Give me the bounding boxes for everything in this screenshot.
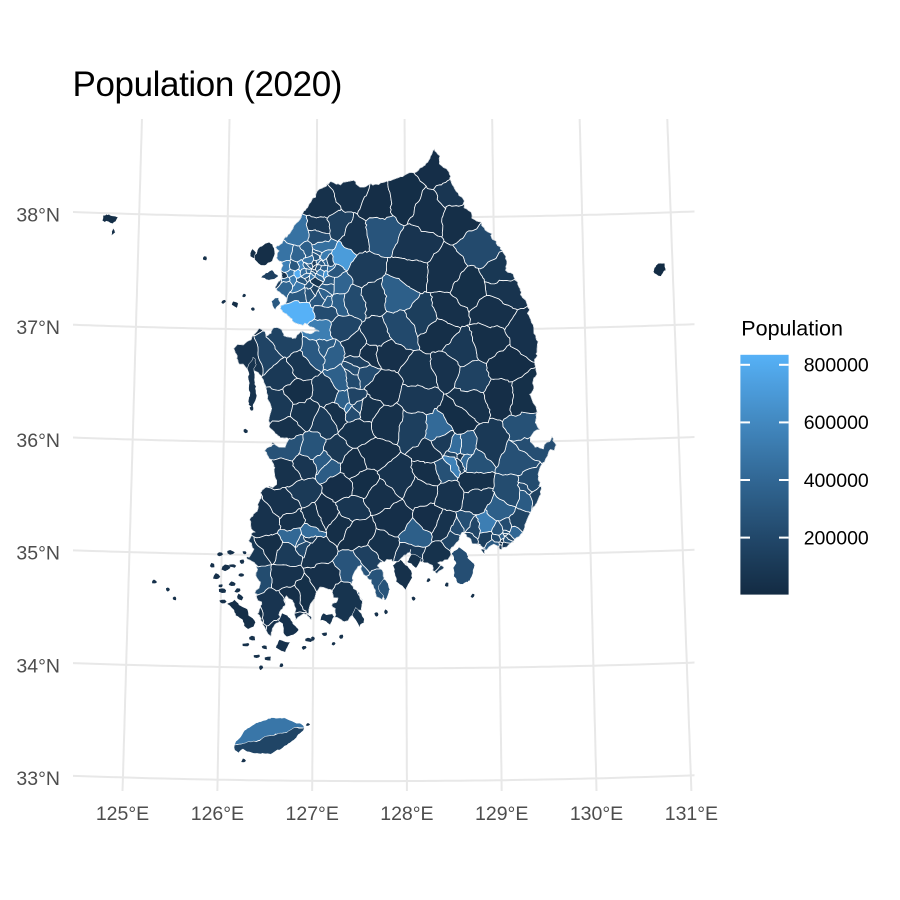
svg-text:Population: Population	[741, 317, 843, 341]
svg-text:35°N: 35°N	[16, 543, 60, 565]
svg-text:128°E: 128°E	[380, 803, 433, 825]
svg-text:131°E: 131°E	[665, 803, 718, 825]
svg-text:130°E: 130°E	[570, 803, 623, 825]
svg-text:600000: 600000	[804, 412, 869, 434]
svg-text:38°N: 38°N	[16, 204, 60, 226]
svg-text:34°N: 34°N	[16, 655, 60, 677]
svg-text:125°E: 125°E	[96, 803, 149, 825]
svg-text:800000: 800000	[804, 355, 869, 377]
svg-text:36°N: 36°N	[16, 430, 60, 452]
svg-text:129°E: 129°E	[475, 803, 528, 825]
svg-text:37°N: 37°N	[16, 317, 60, 339]
svg-text:200000: 200000	[804, 527, 869, 549]
svg-text:Population (2020): Population (2020)	[73, 65, 343, 104]
svg-text:126°E: 126°E	[191, 803, 244, 825]
svg-text:400000: 400000	[804, 470, 869, 492]
svg-text:127°E: 127°E	[286, 803, 339, 825]
svg-text:33°N: 33°N	[16, 768, 60, 790]
